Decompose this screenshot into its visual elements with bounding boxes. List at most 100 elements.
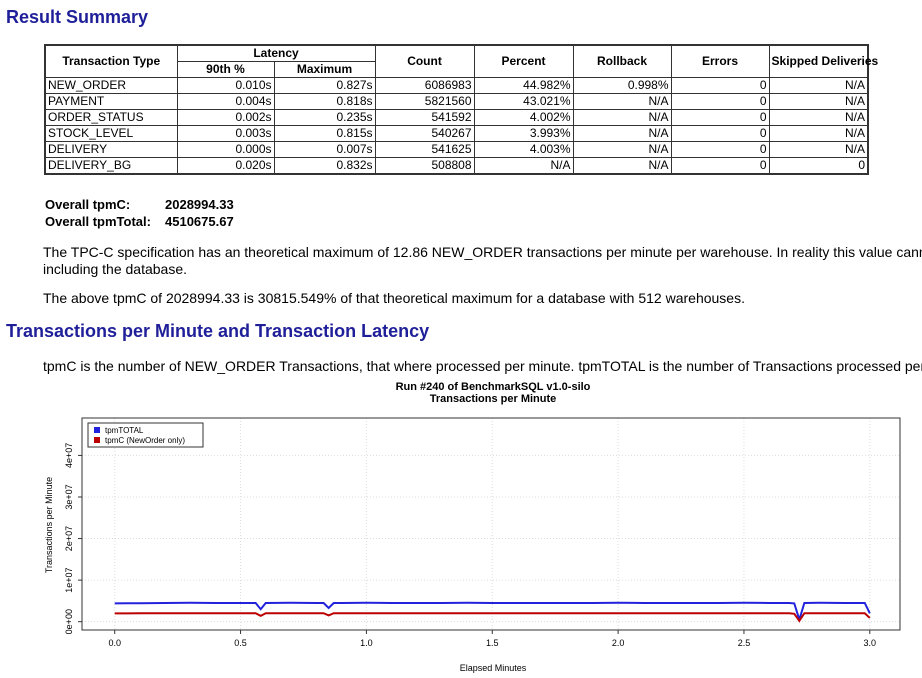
y-tick-label: 2e+07 xyxy=(64,526,74,551)
table-cell: 5821560 xyxy=(374,93,475,110)
table-cell: 0.002s xyxy=(176,109,275,126)
table-cell: 541625 xyxy=(374,141,475,158)
paragraph: including the database. xyxy=(43,261,187,277)
table-cell: 0.235s xyxy=(273,109,376,126)
legend-swatch xyxy=(94,427,100,433)
table-cell: 0.003s xyxy=(176,125,275,142)
table-cell: N/A xyxy=(572,125,672,142)
table-cell: 0.000s xyxy=(176,141,275,158)
overall-tpmc-label: Overall tpmC: xyxy=(45,197,131,212)
table-cell: 0 xyxy=(670,93,770,110)
legend-label: tpmTOTAL xyxy=(105,426,144,435)
table-cell: N/A xyxy=(572,93,672,110)
table-cell: STOCK_LEVEL xyxy=(44,125,178,142)
paragraph: The TPC-C specification has an theoretic… xyxy=(43,244,922,260)
table-cell: ORDER_STATUS xyxy=(44,109,178,126)
table-cell: N/A xyxy=(473,157,574,175)
table-row: STOCK_LEVEL 0.003s 0.815s 540267 3.993% N/A 0 N… xyxy=(44,125,869,142)
table-cell: 0.998% xyxy=(572,77,672,94)
chart: Run #240 of BenchmarkSQL v1.0-silo Trans… xyxy=(44,381,901,673)
table-cell: 508808 xyxy=(374,157,475,175)
table-cell: 0.832s xyxy=(273,157,376,175)
overall-tpmtotal-label: Overall tpmTotal: xyxy=(45,214,151,229)
header-row: 90th % Maximum xyxy=(45,61,868,78)
y-tick-label: 0e+00 xyxy=(64,609,74,634)
legend-box xyxy=(87,422,204,448)
column-header: Transaction Type xyxy=(44,44,178,78)
result-table: Transaction Type Latency Count Percent Rollb… xyxy=(44,44,878,175)
table-cell: 0 xyxy=(670,141,770,158)
series-line xyxy=(114,601,871,624)
table-cell: N/A xyxy=(768,77,869,94)
table-cell: 0 xyxy=(670,125,770,142)
table-cell: 0.818s xyxy=(273,93,376,110)
legend-label: tpmC (NewOrder only) xyxy=(105,436,185,445)
table-cell: N/A xyxy=(572,141,672,158)
table-cell: 43.021% xyxy=(473,93,574,110)
table-cell: 6086983 xyxy=(374,77,475,94)
x-axis-label: Elapsed Minutes xyxy=(460,663,527,673)
column-header: Rollback xyxy=(572,44,672,78)
y-axis-label: Transactions per Minute xyxy=(44,477,54,573)
column-header: Errors xyxy=(670,44,770,78)
column-subheader: Maximum xyxy=(273,61,376,78)
paragraph: tpmC is the number of NEW_ORDER Transact… xyxy=(43,358,922,374)
table-cell: N/A xyxy=(768,141,869,158)
table-cell: 44.982% xyxy=(473,77,574,94)
table-cell: 0 xyxy=(670,157,770,175)
table-row: DELIVERY 0.000s 0.007s 541625 4.003% N/A 0 N/A xyxy=(44,141,869,158)
y-tick-label: 1e+07 xyxy=(64,567,74,592)
table-cell: 4.002% xyxy=(473,109,574,126)
table-row: DELIVERY_BG 0.020s 0.832s 508808 N/A N/A 0 0 xyxy=(44,157,869,175)
x-tick-label: 1.0 xyxy=(360,638,373,648)
paragraph: The above tpmC of 2028994.33 is 30815.54… xyxy=(43,290,745,306)
table-cell: DELIVERY xyxy=(44,141,178,158)
table-row: PAYMENT 0.004s 0.818s 5821560 43.021% N/A 0 N/A xyxy=(44,93,869,110)
column-header: Latency xyxy=(176,44,376,62)
table-cell: 0.007s xyxy=(273,141,376,158)
y-tick-label: 3e+07 xyxy=(64,484,74,509)
table-cell: DELIVERY_BG xyxy=(44,157,178,175)
heading: Transactions per Minute and Transaction … xyxy=(6,321,430,341)
x-tick-label: 1.5 xyxy=(486,638,499,648)
overall-tpmc-value: 2028994.33 xyxy=(165,197,234,212)
table-cell: N/A xyxy=(768,93,869,110)
column-header: Percent xyxy=(473,44,574,78)
table-cell: 0 xyxy=(768,157,869,175)
x-tick-label: 2.5 xyxy=(738,638,751,648)
table-cell: 4.003% xyxy=(473,141,574,158)
legend-swatch xyxy=(94,437,100,443)
x-tick-label: 3.0 xyxy=(864,638,877,648)
table-cell: 0.004s xyxy=(176,93,275,110)
table-cell: 0 xyxy=(670,109,770,126)
x-tick-label: 0.5 xyxy=(234,638,247,648)
x-tick-label: 2.0 xyxy=(612,638,625,648)
x-tick-label: 0.0 xyxy=(108,638,121,648)
column-subheader: 90th % xyxy=(176,61,275,78)
table-cell: 0.815s xyxy=(273,125,376,142)
table-cell: 0.010s xyxy=(176,77,275,94)
chart-title: Run #240 of BenchmarkSQL v1.0-silo xyxy=(396,381,591,393)
column-header: Count xyxy=(374,44,475,78)
series-line xyxy=(114,612,871,623)
column-header: Skipped Deliveries xyxy=(768,44,878,78)
table-cell: 0.020s xyxy=(176,157,275,175)
header-row: Transaction Type Latency Count Percent Rollb… xyxy=(44,44,878,78)
table-cell: N/A xyxy=(768,109,869,126)
table-cell: 0.827s xyxy=(273,77,376,94)
table-cell: NEW_ORDER xyxy=(44,77,178,94)
table-cell: PAYMENT xyxy=(44,93,178,110)
table-cell: 541592 xyxy=(374,109,475,126)
heading: Result Summary xyxy=(6,7,149,27)
chart-subtitle: Transactions per Minute xyxy=(430,393,557,405)
table-cell: N/A xyxy=(572,157,672,175)
y-tick-label: 4e+07 xyxy=(64,443,74,468)
table-cell: 3.993% xyxy=(473,125,574,142)
overall-tpmtotal-value: 4510675.67 xyxy=(165,214,234,229)
plot-frame xyxy=(81,417,901,631)
table-cell: 540267 xyxy=(374,125,475,142)
table-cell: N/A xyxy=(768,125,869,142)
table-row: ORDER_STATUS 0.002s 0.235s 541592 4.002% N/A 0… xyxy=(44,109,869,126)
table-row: NEW_ORDER 0.010s 0.827s 6086983 44.982% 0.998… xyxy=(44,77,869,94)
